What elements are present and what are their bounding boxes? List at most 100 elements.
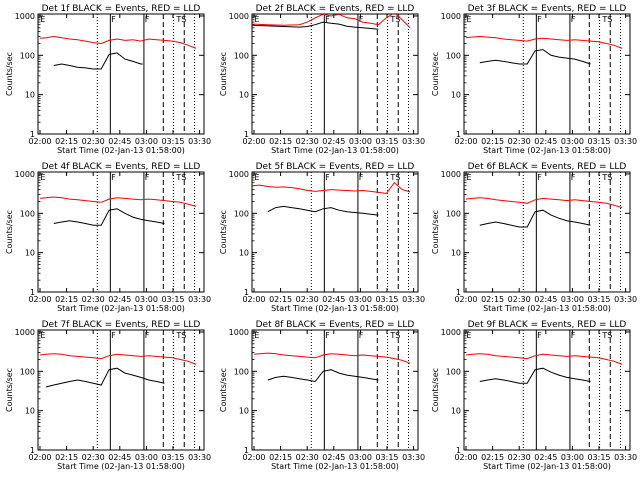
- plot-frame: [251, 13, 419, 135]
- event-marker-label: E: [40, 173, 45, 182]
- x-tick-label: 03:30: [188, 137, 211, 146]
- x-tick-label: 03:15: [375, 137, 398, 146]
- x-tick-label: 02:15: [481, 137, 504, 146]
- x-tick-label: 03:15: [161, 137, 184, 146]
- chart-title: Det 4f BLACK = Events, RED = LLD: [42, 162, 201, 172]
- series-line-events: [53, 208, 165, 226]
- series-line-lld: [39, 353, 197, 365]
- y-axis-label: Counts/sec: [219, 52, 228, 96]
- x-tick-label: 02:45: [534, 453, 557, 462]
- plot-frame: [37, 13, 205, 135]
- y-tick-label: 10: [451, 407, 461, 416]
- x-tick-label: 03:30: [614, 295, 637, 304]
- x-tick-label: 02:00: [242, 295, 265, 304]
- event-marker-label: TS: [389, 173, 400, 182]
- y-tick-label: 1000: [229, 328, 249, 337]
- x-tick-label: 02:30: [82, 453, 105, 462]
- event-marker-label: TS: [389, 331, 400, 340]
- x-tick-label: 02:45: [108, 295, 131, 304]
- plot-frame: [463, 329, 631, 451]
- event-marker-label: TS: [175, 331, 186, 340]
- plot-frame: [37, 329, 205, 451]
- x-tick-label: 02:45: [534, 295, 557, 304]
- y-tick-label: 1000: [441, 12, 461, 21]
- y-tick-label: 10: [25, 407, 35, 416]
- series-line-lld: [253, 352, 411, 364]
- y-tick-label: 100: [234, 51, 249, 60]
- x-tick-label: 03:15: [375, 295, 398, 304]
- event-marker-label: F: [537, 15, 542, 24]
- x-tick-label: 02:00: [454, 137, 477, 146]
- x-tick-label: 03:15: [587, 137, 610, 146]
- event-marker-label: F: [145, 331, 150, 340]
- x-tick-label: 02:45: [322, 295, 345, 304]
- x-tick-label: 03:00: [135, 453, 158, 462]
- event-marker-label: F: [111, 173, 116, 182]
- event-marker-label: F: [111, 331, 116, 340]
- x-tick-label: 03:30: [402, 453, 425, 462]
- x-axis-label: Start Time (02-Jan-13 01:58:00): [57, 146, 185, 155]
- series-line-events: [252, 21, 379, 30]
- chart-title: Det 9f BLACK = Events, RED = LLD: [468, 320, 627, 330]
- y-tick-label: 10: [451, 249, 461, 258]
- y-axis-label: Counts/sec: [431, 368, 440, 412]
- event-marker-label: F: [571, 15, 576, 24]
- y-tick-label: 100: [20, 209, 35, 218]
- y-axis-label: Counts/sec: [219, 210, 228, 254]
- series-line-events: [479, 49, 591, 65]
- x-axis-label: Start Time (02-Jan-13 01:58:00): [271, 146, 399, 155]
- chart-title: Det 6f BLACK = Events, RED = LLD: [468, 162, 627, 172]
- y-tick-label: 100: [20, 51, 35, 60]
- x-tick-label: 03:00: [561, 453, 584, 462]
- series-line-lld: [252, 181, 411, 194]
- x-tick-label: 03:30: [188, 453, 211, 462]
- x-tick-label: 02:15: [55, 295, 78, 304]
- x-tick-label: 03:15: [375, 453, 398, 462]
- event-marker-label: TS: [601, 15, 612, 24]
- x-tick-label: 02:15: [269, 295, 292, 304]
- chart-title: Det 3f BLACK = Events, RED = LLD: [468, 4, 627, 14]
- y-tick-label: 100: [446, 367, 461, 376]
- y-tick-label: 100: [20, 367, 35, 376]
- x-tick-label: 03:00: [135, 295, 158, 304]
- x-tick-label: 02:15: [481, 295, 504, 304]
- y-axis-label: Counts/sec: [5, 210, 14, 254]
- x-tick-label: 02:30: [82, 137, 105, 146]
- plot-frame: [463, 13, 631, 135]
- event-marker-label: F: [571, 331, 576, 340]
- y-axis-label: Counts/sec: [5, 52, 14, 96]
- y-axis-label: Counts/sec: [219, 368, 228, 412]
- x-axis-label: Start Time (02-Jan-13 01:58:00): [57, 462, 185, 471]
- y-tick-label: 1: [30, 288, 35, 297]
- series-line-lld: [465, 35, 623, 49]
- x-tick-label: 03:15: [161, 295, 184, 304]
- y-tick-label: 1000: [441, 328, 461, 337]
- x-tick-label: 03:00: [135, 137, 158, 146]
- x-tick-label: 02:00: [28, 295, 51, 304]
- event-marker-label: E: [40, 331, 45, 340]
- x-tick-label: 02:30: [296, 295, 319, 304]
- y-axis-label: Counts/sec: [431, 210, 440, 254]
- y-tick-label: 10: [239, 407, 249, 416]
- event-marker-label: TS: [175, 173, 186, 182]
- y-tick-label: 1000: [15, 12, 35, 21]
- x-axis-label: Start Time (02-Jan-13 01:58:00): [271, 304, 399, 313]
- x-tick-label: 03:15: [587, 453, 610, 462]
- x-tick-label: 03:15: [587, 295, 610, 304]
- x-tick-label: 02:45: [108, 453, 131, 462]
- series-line-events: [479, 367, 591, 384]
- series-line-events: [53, 52, 143, 70]
- x-tick-label: 03:30: [402, 137, 425, 146]
- event-marker-label: E: [254, 15, 259, 24]
- chart-title: Det 1f BLACK = Events, RED = LLD: [42, 4, 201, 14]
- y-axis-label: Counts/sec: [5, 368, 14, 412]
- y-tick-label: 1000: [229, 12, 249, 21]
- y-tick-label: 1000: [15, 170, 35, 179]
- x-tick-label: 02:45: [322, 453, 345, 462]
- x-tick-label: 02:15: [269, 137, 292, 146]
